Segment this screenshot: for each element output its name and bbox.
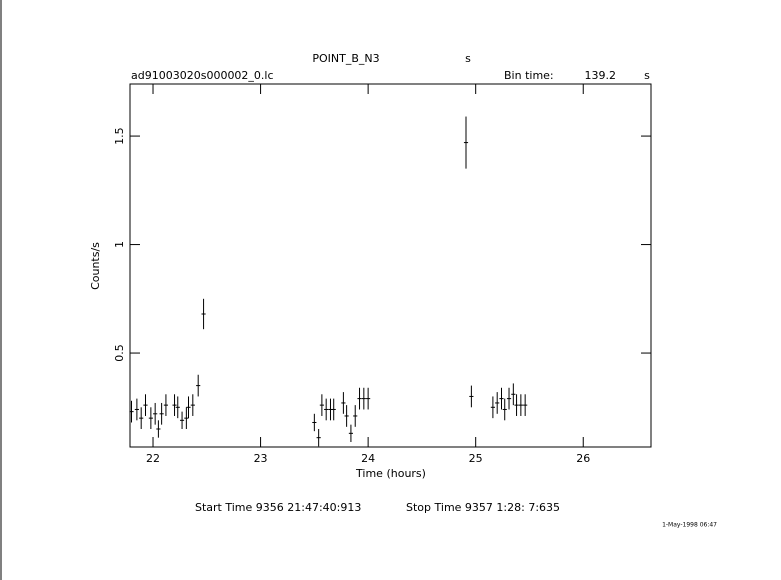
y-tick-label: 0.5	[113, 344, 126, 362]
x-tick-label: 22	[146, 452, 160, 465]
bin-label: Bin time:	[504, 69, 554, 82]
date-stamp: 1-May-1998 06:47	[662, 522, 717, 529]
bin-value: 139.2	[585, 69, 617, 82]
x-tick-label: 25	[469, 452, 483, 465]
title-unit: s	[465, 52, 471, 65]
x-tick-label: 24	[361, 452, 375, 465]
stop-time: Stop Time 9357 1:28: 7:635	[406, 501, 560, 514]
filename: ad91003020s000002_0.lc	[131, 69, 274, 82]
bin-unit: s	[644, 69, 650, 82]
y-tick-label: 1	[113, 241, 126, 248]
x-axis-label: Time (hours)	[355, 467, 426, 480]
x-tick-label: 23	[254, 452, 268, 465]
y-tick-label: 1.5	[113, 127, 126, 145]
plot-frame	[129, 83, 652, 448]
chart-title: POINT_B_N3	[312, 52, 379, 65]
start-time: Start Time 9356 21:47:40:913	[195, 501, 361, 514]
y-axis-label: Counts/s	[89, 242, 102, 290]
x-tick-label: 26	[576, 452, 590, 465]
